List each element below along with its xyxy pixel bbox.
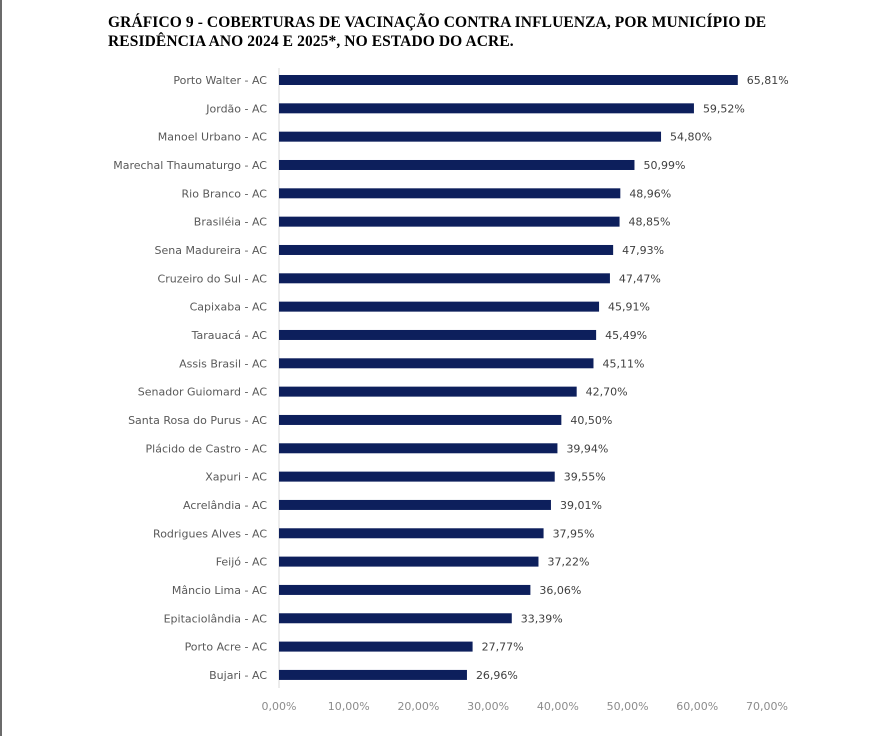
value-label: 47,47%	[619, 272, 661, 285]
category-label: Acrelândia - AC	[183, 499, 267, 512]
bar	[279, 301, 600, 312]
category-label: Rodrigues Alves - AC	[153, 527, 267, 540]
category-label: Santa Rosa do Purus - AC	[128, 414, 267, 427]
bar	[279, 188, 621, 199]
bar	[279, 613, 512, 624]
category-label: Senador Guiomard - AC	[138, 386, 268, 399]
category-label: Porto Acre - AC	[185, 641, 268, 654]
category-label: Feijó - AC	[216, 556, 268, 569]
value-label: 27,77%	[482, 641, 524, 654]
value-label: 39,55%	[564, 471, 606, 484]
category-label: Plácido de Castro - AC	[146, 442, 268, 455]
value-label: 45,49%	[605, 329, 647, 342]
category-label: Xapuri - AC	[205, 471, 267, 484]
value-label: 54,80%	[670, 131, 712, 144]
x-tick-label: 70,00%	[746, 700, 788, 713]
value-label: 45,11%	[602, 357, 644, 370]
value-label: 47,93%	[622, 244, 664, 257]
category-label: Cruzeiro do Sul - AC	[158, 272, 268, 285]
category-label: Marechal Thaumaturgo - AC	[113, 159, 267, 172]
category-label: Bujari - AC	[209, 669, 267, 682]
category-label: Porto Walter - AC	[173, 74, 267, 87]
value-label: 39,01%	[560, 499, 602, 512]
bar	[279, 273, 610, 284]
bar	[279, 75, 738, 85]
category-label: Mâncio Lima - AC	[172, 584, 267, 597]
bar	[279, 103, 694, 114]
value-label: 59,52%	[703, 102, 745, 115]
x-tick-label: 60,00%	[676, 700, 718, 713]
bar	[279, 386, 577, 397]
category-label: Assis Brasil - AC	[179, 357, 267, 370]
bar	[279, 528, 544, 539]
bar	[279, 244, 614, 255]
value-label: 42,70%	[586, 386, 628, 399]
value-label: 39,94%	[566, 442, 608, 455]
value-label: 48,96%	[629, 187, 671, 200]
category-label: Jordão - AC	[205, 102, 267, 115]
bar	[279, 159, 635, 170]
bar	[279, 329, 597, 340]
bar	[279, 443, 558, 454]
x-tick-label: 50,00%	[607, 700, 649, 713]
value-label: 37,22%	[547, 556, 589, 569]
category-label: Capixaba - AC	[190, 301, 268, 314]
category-label: Sena Madureira - AC	[155, 244, 268, 257]
page-left-border	[0, 0, 2, 736]
category-label: Epitaciolândia - AC	[164, 612, 268, 625]
x-tick-label: 10,00%	[328, 700, 370, 713]
value-label: 36,06%	[539, 584, 581, 597]
value-label: 50,99%	[643, 159, 685, 172]
bar	[279, 358, 594, 369]
category-label: Manoel Urbano - AC	[158, 131, 268, 144]
x-tick-label: 20,00%	[397, 700, 439, 713]
bar	[279, 216, 620, 227]
chart-title: GRÁFICO 9 - COBERTURAS DE VACINAÇÃO CONT…	[108, 14, 767, 50]
bar	[279, 584, 531, 595]
category-label: Rio Branco - AC	[182, 187, 268, 200]
category-label: Brasiléia - AC	[194, 216, 268, 229]
bar	[279, 669, 467, 680]
value-label: 26,96%	[476, 669, 518, 682]
value-label: 65,81%	[747, 74, 789, 87]
bar	[279, 471, 555, 482]
x-tick-label: 0,00%	[262, 700, 297, 713]
value-label: 45,91%	[608, 301, 650, 314]
value-label: 33,39%	[521, 612, 563, 625]
category-label: Tarauacá - AC	[191, 329, 268, 342]
bar	[279, 499, 551, 510]
bar	[279, 641, 473, 652]
value-label: 40,50%	[570, 414, 612, 427]
value-label: 37,95%	[553, 527, 595, 540]
x-tick-label: 40,00%	[537, 700, 579, 713]
bar	[279, 131, 662, 142]
x-tick-label: 30,00%	[467, 700, 509, 713]
bar	[279, 414, 562, 425]
bar	[279, 556, 539, 567]
value-label: 48,85%	[629, 216, 671, 229]
